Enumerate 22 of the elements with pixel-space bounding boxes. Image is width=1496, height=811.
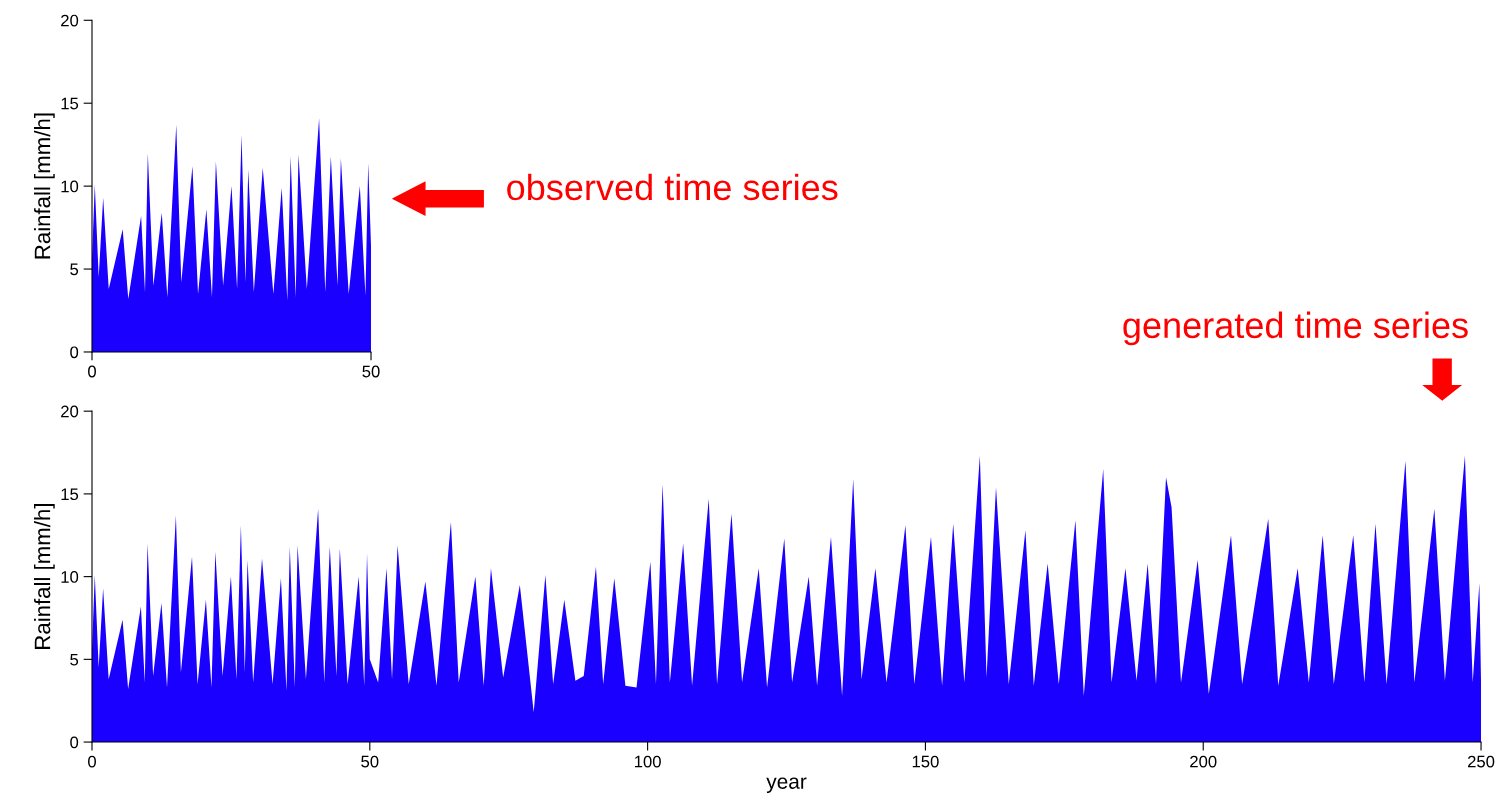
x-tick-label: 150 bbox=[912, 755, 939, 768]
x-tick-label: 50 bbox=[362, 365, 380, 378]
y-tick-label: 0 bbox=[70, 736, 79, 749]
y-tick-label: 15 bbox=[61, 97, 79, 110]
x-tick-label: 50 bbox=[361, 755, 379, 768]
x-tick-label: 100 bbox=[634, 755, 661, 768]
y-tick-label: 10 bbox=[61, 571, 79, 583]
y-tick-label: 0 bbox=[70, 346, 79, 359]
y-axis-title: Rainfall [mm/h] bbox=[34, 504, 55, 649]
x-axis-title: year bbox=[766, 777, 807, 793]
x-tick-label: 250 bbox=[1467, 755, 1495, 768]
y-tick-label: 10 bbox=[61, 180, 79, 193]
y-tick-label: 5 bbox=[70, 653, 79, 666]
y-tick-label: 20 bbox=[61, 14, 79, 27]
y-tick-label: 15 bbox=[61, 488, 79, 501]
x-tick-label: 0 bbox=[88, 755, 96, 768]
y-tick-label: 5 bbox=[70, 263, 79, 276]
text: observed time series bbox=[507, 173, 838, 201]
text: generated time series bbox=[1123, 311, 1468, 346]
x-tick-label: 200 bbox=[1190, 755, 1217, 768]
y-axis-title: Rainfall [mm/h] bbox=[34, 113, 55, 259]
y-tick-label: 20 bbox=[61, 405, 79, 418]
